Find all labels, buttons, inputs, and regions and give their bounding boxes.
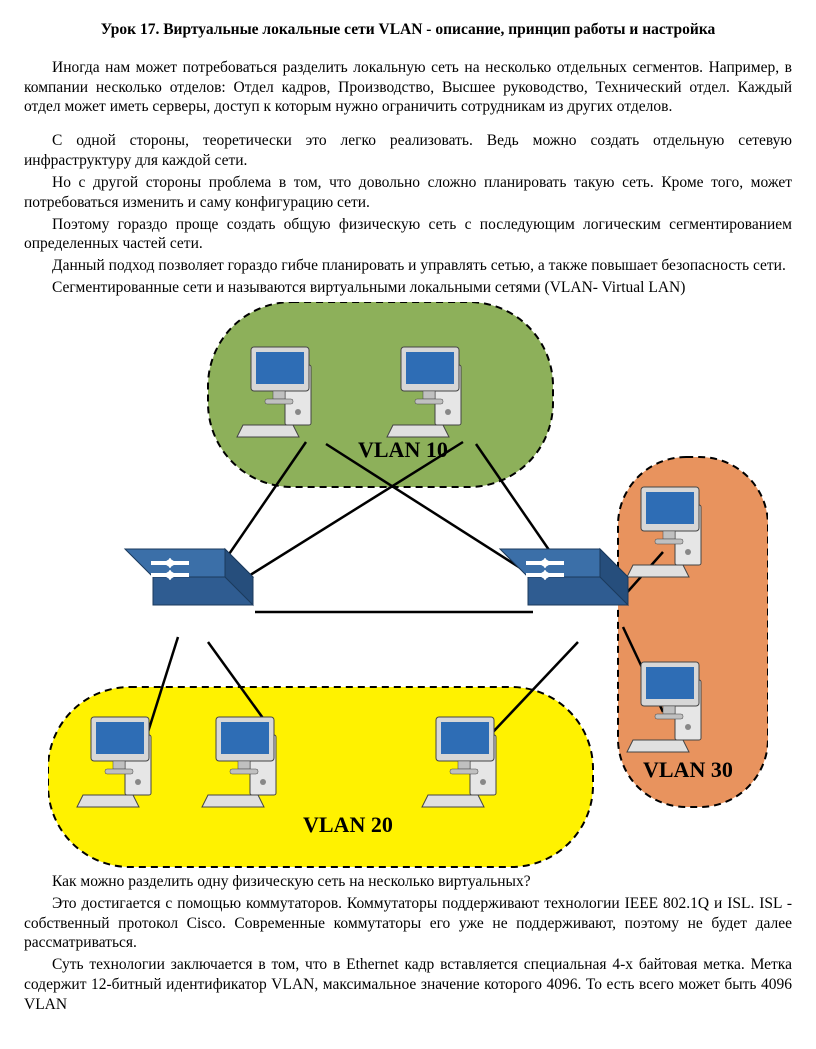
vlan-network-diagram: VLAN 10 VLAN 20 VLAN 30 [48, 302, 768, 872]
svg-text:VLAN 20: VLAN 20 [303, 812, 393, 837]
paragraph-6: Сегментированные сети и называются вирту… [24, 278, 792, 298]
paragraph-9: Суть технологии заключается в том, что в… [24, 955, 792, 1014]
paragraph-5: Данный подход позволяет гораздо гибче пл… [24, 256, 792, 276]
paragraph-8: Это достигается с помощью коммутаторов. … [24, 894, 792, 953]
svg-text:VLAN 10: VLAN 10 [358, 437, 448, 462]
paragraph-4: Поэтому гораздо проще создать общую физи… [24, 215, 792, 255]
svg-text:VLAN 30: VLAN 30 [643, 757, 733, 782]
paragraph-3: Но с другой стороны проблема в том, что … [24, 173, 792, 213]
page-title: Урок 17. Виртуальные локальные сети VLAN… [24, 20, 792, 40]
paragraph-intro: Иногда нам может потребоваться разделить… [24, 58, 792, 117]
paragraph-2: С одной стороны, теоретически это легко … [24, 131, 792, 171]
paragraph-7: Как можно разделить одну физическую сеть… [24, 872, 792, 892]
